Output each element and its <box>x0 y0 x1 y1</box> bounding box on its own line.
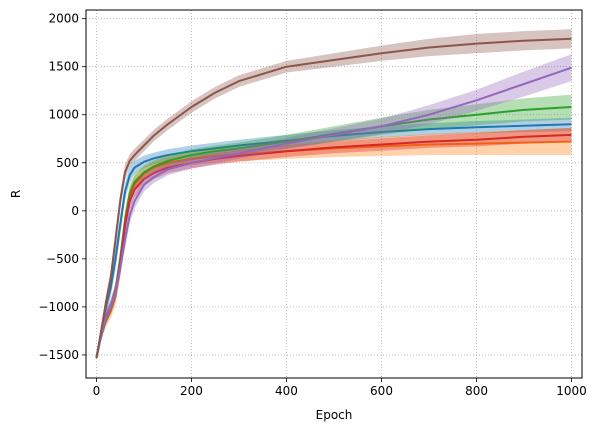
y-tick-label: −1500 <box>38 348 79 362</box>
x-tick-label: 400 <box>275 384 298 398</box>
series-6-line <box>95 37 572 358</box>
x-tick-label: 600 <box>370 384 393 398</box>
y-tick-label: 2000 <box>48 12 79 26</box>
y-tick-label: 1000 <box>48 108 79 122</box>
series-group <box>95 29 572 360</box>
x-axis-label: Epoch <box>316 408 353 422</box>
x-tick-label: 0 <box>93 384 101 398</box>
y-tick-label: 500 <box>56 156 79 170</box>
y-axis-label: R <box>9 190 23 198</box>
series-2-line <box>95 140 572 359</box>
grid-lines <box>86 10 582 378</box>
plot-frame <box>85 9 583 379</box>
y-tick-label: −1000 <box>38 300 79 314</box>
x-tick-label: 1000 <box>556 384 587 398</box>
series-3-band <box>96 94 572 360</box>
x-tick-label: 200 <box>180 384 203 398</box>
y-tick-label: −500 <box>46 252 79 266</box>
axis-ticks: 0 200 400 600 800 1000 −1500 −1000 −500 0 500 1000 1… <box>38 12 586 398</box>
series-1-line <box>95 123 572 358</box>
y-tick-label: 0 <box>71 204 79 218</box>
series-2-band <box>96 128 572 360</box>
y-tick-label: 1500 <box>48 60 79 74</box>
series-5-line <box>95 66 572 359</box>
x-tick-label: 800 <box>465 384 488 398</box>
